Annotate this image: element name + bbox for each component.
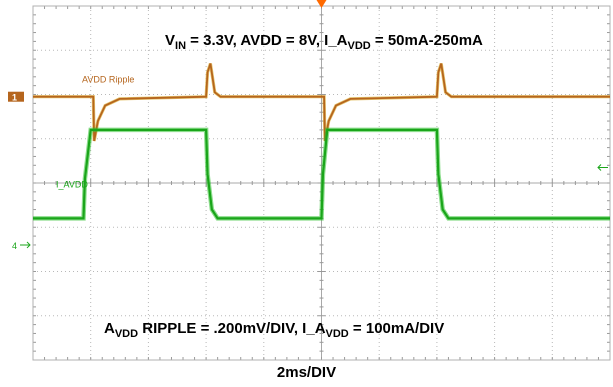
channel-4-marker-label: 4 (12, 241, 17, 251)
channel-1-marker (8, 91, 24, 102)
channel-4-arrow-icon (20, 241, 31, 249)
avdd-ripple-label: AVDD Ripple (82, 75, 134, 85)
channel-1-marker-label: 1 (12, 93, 17, 103)
chart-scale-label: AVDD RIPPLE = .200mV/DIV, I_AVDD = 100mA… (104, 320, 445, 340)
avdd-ripple-trace (33, 63, 610, 142)
channel-1-arrow-icon (24, 93, 32, 101)
trigger-level-arrow-icon (597, 164, 608, 171)
channel-markers: 14 (8, 91, 608, 251)
trigger-position-icon (316, 0, 327, 8)
i-avdd-label: I_AVDD (56, 179, 88, 189)
chart-title-top: VIN = 3.3V, AVDD = 8V, I_AVDD = 50mA-250… (165, 32, 483, 52)
trace-labels: AVDD Ripple I_AVDD (56, 75, 134, 190)
traces (33, 63, 610, 221)
x-axis-timebase-label: 2ms/DIV (276, 364, 337, 381)
i-avdd-trace (33, 128, 610, 220)
